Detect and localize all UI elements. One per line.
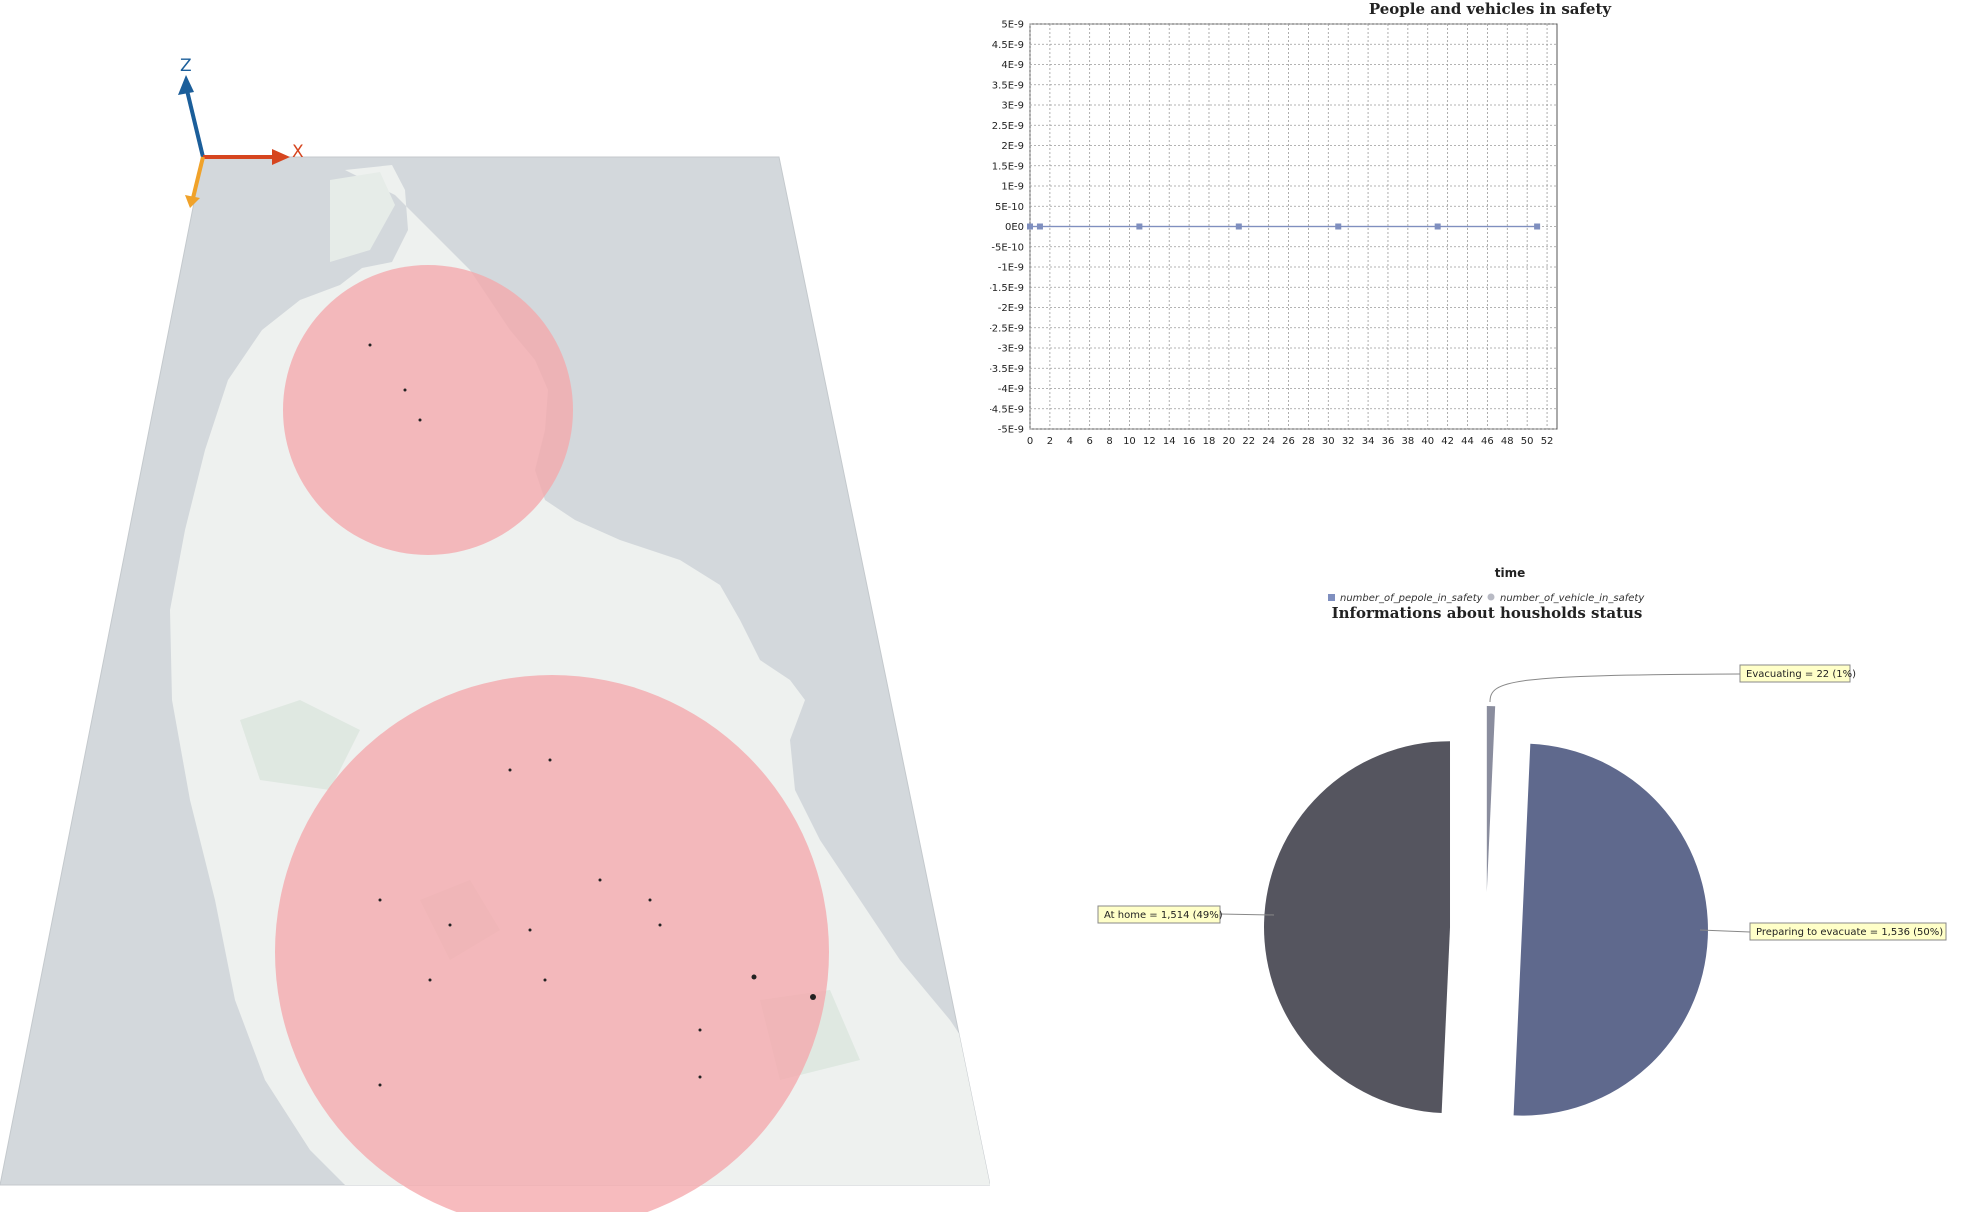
x-tick-label: 42 — [1441, 436, 1454, 447]
x-tick-label: 34 — [1362, 436, 1375, 447]
x-tick-label: 38 — [1401, 436, 1414, 447]
y-tick-label: 4E-9 — [1001, 60, 1024, 71]
y-tick-label: -3E-9 — [998, 344, 1024, 355]
callout-line-at-home — [1219, 913, 1275, 916]
pie-chart-title: Informations about housholds status — [1332, 604, 1643, 622]
line-chart[interactable]: People and vehicles in safety 5E-9 4.5E-9… — [990, 0, 1974, 610]
callout-at-home: At home = 1,514 (49%) — [1104, 910, 1223, 921]
legend-swatch-vehicle — [1487, 593, 1495, 601]
hazard-zone-north[interactable] — [283, 265, 573, 555]
data-point — [1136, 223, 1143, 230]
x-tick-label: 8 — [1106, 436, 1112, 447]
y-tick-label: 5E-9 — [1001, 20, 1024, 31]
y-tick-label: -3.5E-9 — [990, 364, 1024, 375]
pie-slice-2[interactable] — [1513, 743, 1708, 1116]
y-tick-label: 1.5E-9 — [992, 161, 1024, 172]
x-tick-label: 14 — [1163, 436, 1176, 447]
x-tick-label: 44 — [1461, 436, 1474, 447]
x-tick-label: 46 — [1481, 436, 1494, 447]
y-tick-label: 4.5E-9 — [992, 40, 1024, 51]
y-tick-label: 1E-9 — [1001, 182, 1024, 193]
x-tick-label: 48 — [1501, 436, 1514, 447]
data-point — [1027, 223, 1033, 230]
legend-label-people: number_of_pepole_in_safety — [1340, 593, 1484, 604]
y-tick-label: -4E-9 — [998, 384, 1024, 395]
y-tick-label: 2.5E-9 — [992, 121, 1024, 132]
callout-line-evacuating — [1489, 673, 1741, 703]
y-arrow-head — [185, 195, 200, 208]
data-point — [1534, 223, 1541, 230]
x-tick-label: 6 — [1086, 436, 1092, 447]
x-tick-label: 0 — [1027, 436, 1033, 447]
x-tick-label: 18 — [1203, 436, 1216, 447]
pie-slice-0[interactable] — [1264, 741, 1451, 1114]
y-tick-label: -1.5E-9 — [990, 283, 1024, 294]
x-tick-label: 36 — [1382, 436, 1395, 447]
callout-box-evacuating — [1739, 664, 1851, 683]
pie-slice-1[interactable] — [1486, 706, 1496, 893]
data-point — [1036, 223, 1043, 230]
map-view[interactable]: Z X — [0, 0, 990, 1212]
y-tick-label: -2.5E-9 — [990, 323, 1024, 334]
callout-evacuating: Evacuating = 22 (1%) — [1746, 669, 1856, 680]
x-tick-label: 52 — [1541, 436, 1554, 447]
y-tick-label: -1E-9 — [998, 263, 1024, 274]
x-tick-label: 12 — [1143, 436, 1156, 447]
y-tick-label: 2E-9 — [1001, 141, 1024, 152]
hazard-zone-south[interactable] — [275, 675, 829, 1212]
legend-swatch-people — [1328, 594, 1335, 601]
x-tick-label: 50 — [1521, 436, 1534, 447]
x-tick-label: 28 — [1302, 436, 1315, 447]
y-tick-label: -5E-10 — [991, 242, 1024, 253]
line-chart-title: People and vehicles in safety — [1369, 0, 1613, 18]
chart-legend: number_of_pepole_in_safety number_of_veh… — [1328, 593, 1645, 604]
z-axis-label: Z — [180, 56, 192, 76]
x-tick-label: 24 — [1262, 436, 1275, 447]
legend-label-vehicle: number_of_vehicle_in_safety — [1500, 593, 1645, 604]
x-tick-label: 26 — [1282, 436, 1295, 447]
callout-preparing: Preparing to evacuate = 1,536 (50%) — [1756, 927, 1943, 938]
axis-gizmo: Z X — [178, 56, 304, 208]
x-tick-label: 16 — [1183, 436, 1196, 447]
x-arrow-head — [272, 149, 290, 165]
y-tick-label: 3.5E-9 — [992, 80, 1024, 91]
pie-chart[interactable]: Informations about housholds status Evac… — [990, 600, 1974, 1212]
x-tick-label: 2 — [1047, 436, 1053, 447]
x-tick-label: 20 — [1223, 436, 1236, 447]
z-arrow-head — [178, 75, 194, 95]
x-tick-label: 30 — [1322, 436, 1335, 447]
x-tick-label: 10 — [1123, 436, 1136, 447]
x-tick-label: 4 — [1067, 436, 1073, 447]
y-tick-label: -4.5E-9 — [990, 404, 1024, 415]
x-tick-label: 40 — [1421, 436, 1434, 447]
callout-box-at-home — [1097, 905, 1221, 924]
y-tick-label: 0E0 — [1005, 222, 1024, 233]
x-tick-label: 22 — [1242, 436, 1255, 447]
y-tick-label: -2E-9 — [998, 303, 1024, 314]
data-point — [1235, 223, 1242, 230]
data-point — [1335, 223, 1342, 230]
agent-markers — [368, 343, 816, 1087]
x-tick-label: 32 — [1342, 436, 1355, 447]
x-axis-label: X — [292, 142, 304, 162]
y-tick-label: -5E-9 — [998, 425, 1024, 436]
y-tick-label: 3E-9 — [1001, 101, 1024, 112]
y-tick-label: 5E-10 — [995, 202, 1024, 213]
data-point — [1434, 223, 1441, 230]
x-axis-title: time — [1495, 566, 1526, 580]
callout-line-preparing — [1699, 929, 1751, 933]
callout-box-preparing — [1749, 922, 1947, 941]
